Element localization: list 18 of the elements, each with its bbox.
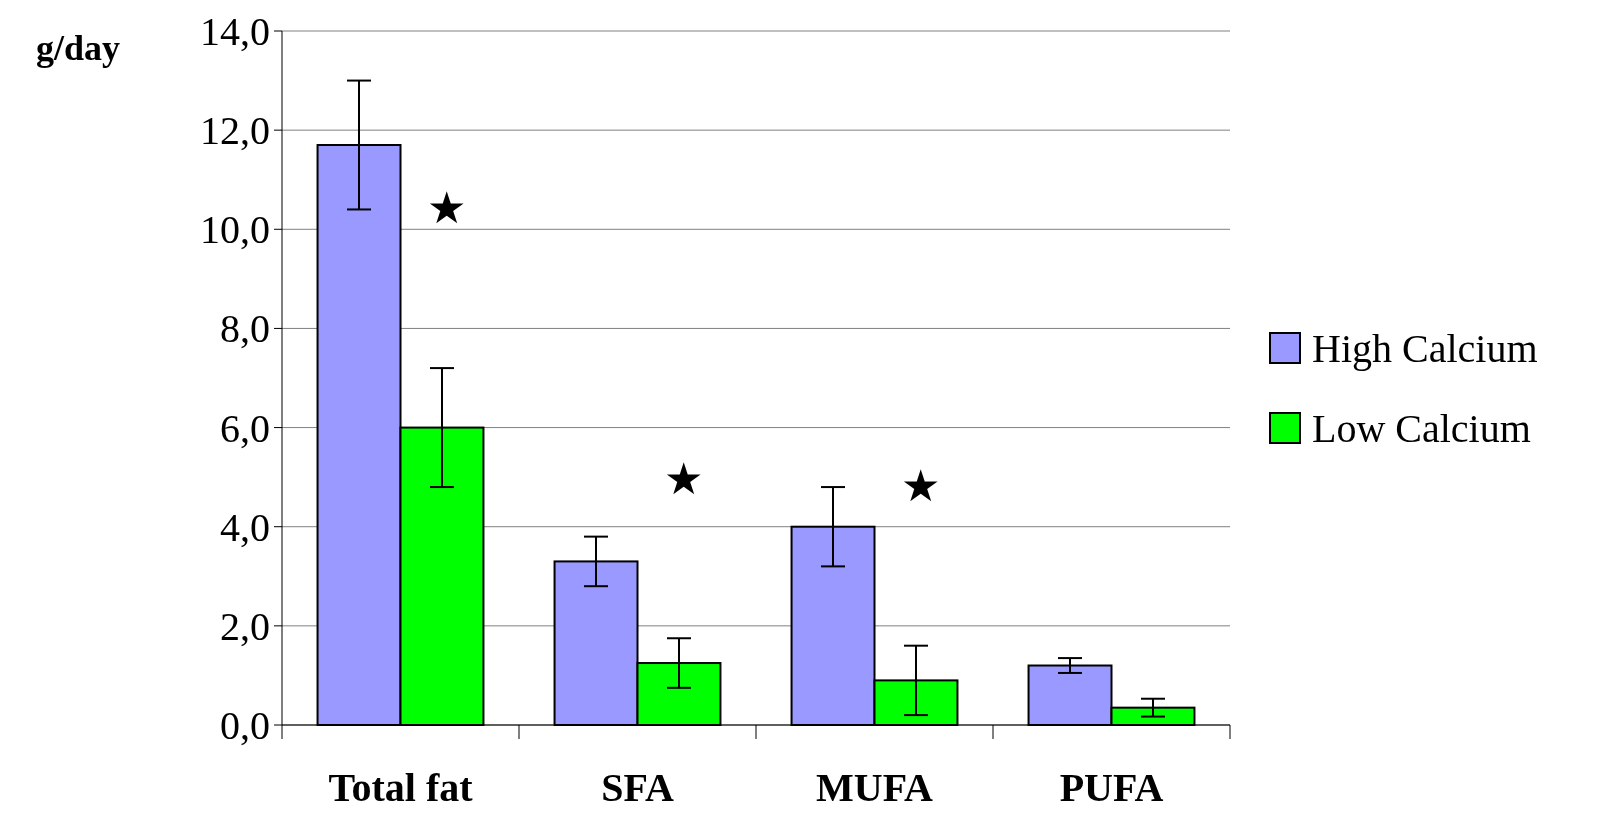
y-tick-label: 14,0: [200, 9, 270, 54]
y-tick-label: 8,0: [220, 306, 270, 352]
y-tick-label: 12,0: [200, 108, 270, 154]
y-tick-label: 10,0: [200, 207, 270, 253]
annotation: ★: [901, 462, 941, 512]
y-tick-label: 2,0: [220, 603, 270, 649]
annotation: ★: [664, 454, 704, 504]
y-tick-label: 0,0: [220, 703, 270, 748]
x-tick-label: SFA: [601, 765, 674, 810]
y-axis-title: g/day: [35, 28, 121, 68]
x-tick-label: PUFA: [1059, 765, 1164, 810]
y-tick-label: 4,0: [220, 504, 270, 550]
annotation: ★: [427, 184, 467, 234]
x-tick-label: MUFA: [816, 765, 934, 810]
legend-label: High Calcium: [1312, 326, 1538, 371]
y-tick-label: 6,0: [220, 405, 270, 451]
x-tick-label: Total fat: [328, 765, 474, 810]
legend-label: Low Calcium: [1312, 406, 1531, 451]
